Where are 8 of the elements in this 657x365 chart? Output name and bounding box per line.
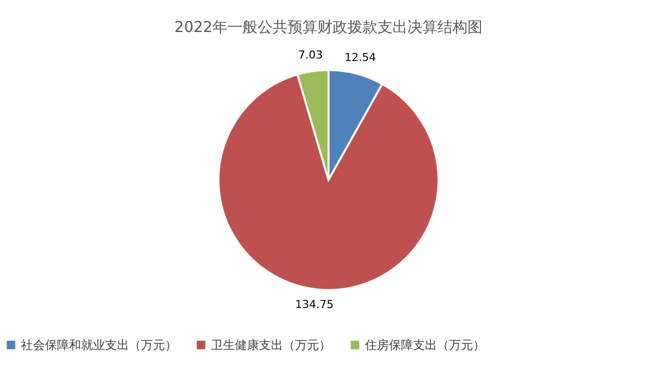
pie-slice — [218, 73, 440, 291]
legend-label: 社会保障和就业支出（万元） — [21, 338, 177, 352]
legend-label: 卫生健康支出（万元） — [211, 338, 331, 352]
legend-label: 住房保障支出（万元） — [364, 338, 485, 352]
chart-title: 2022年一般公共预算财政拨款支出决算结构图 — [174, 18, 483, 36]
data-label: 7.03 — [298, 48, 323, 62]
data-label: 12.54 — [344, 51, 376, 64]
data-label: 134.75 — [295, 298, 334, 312]
